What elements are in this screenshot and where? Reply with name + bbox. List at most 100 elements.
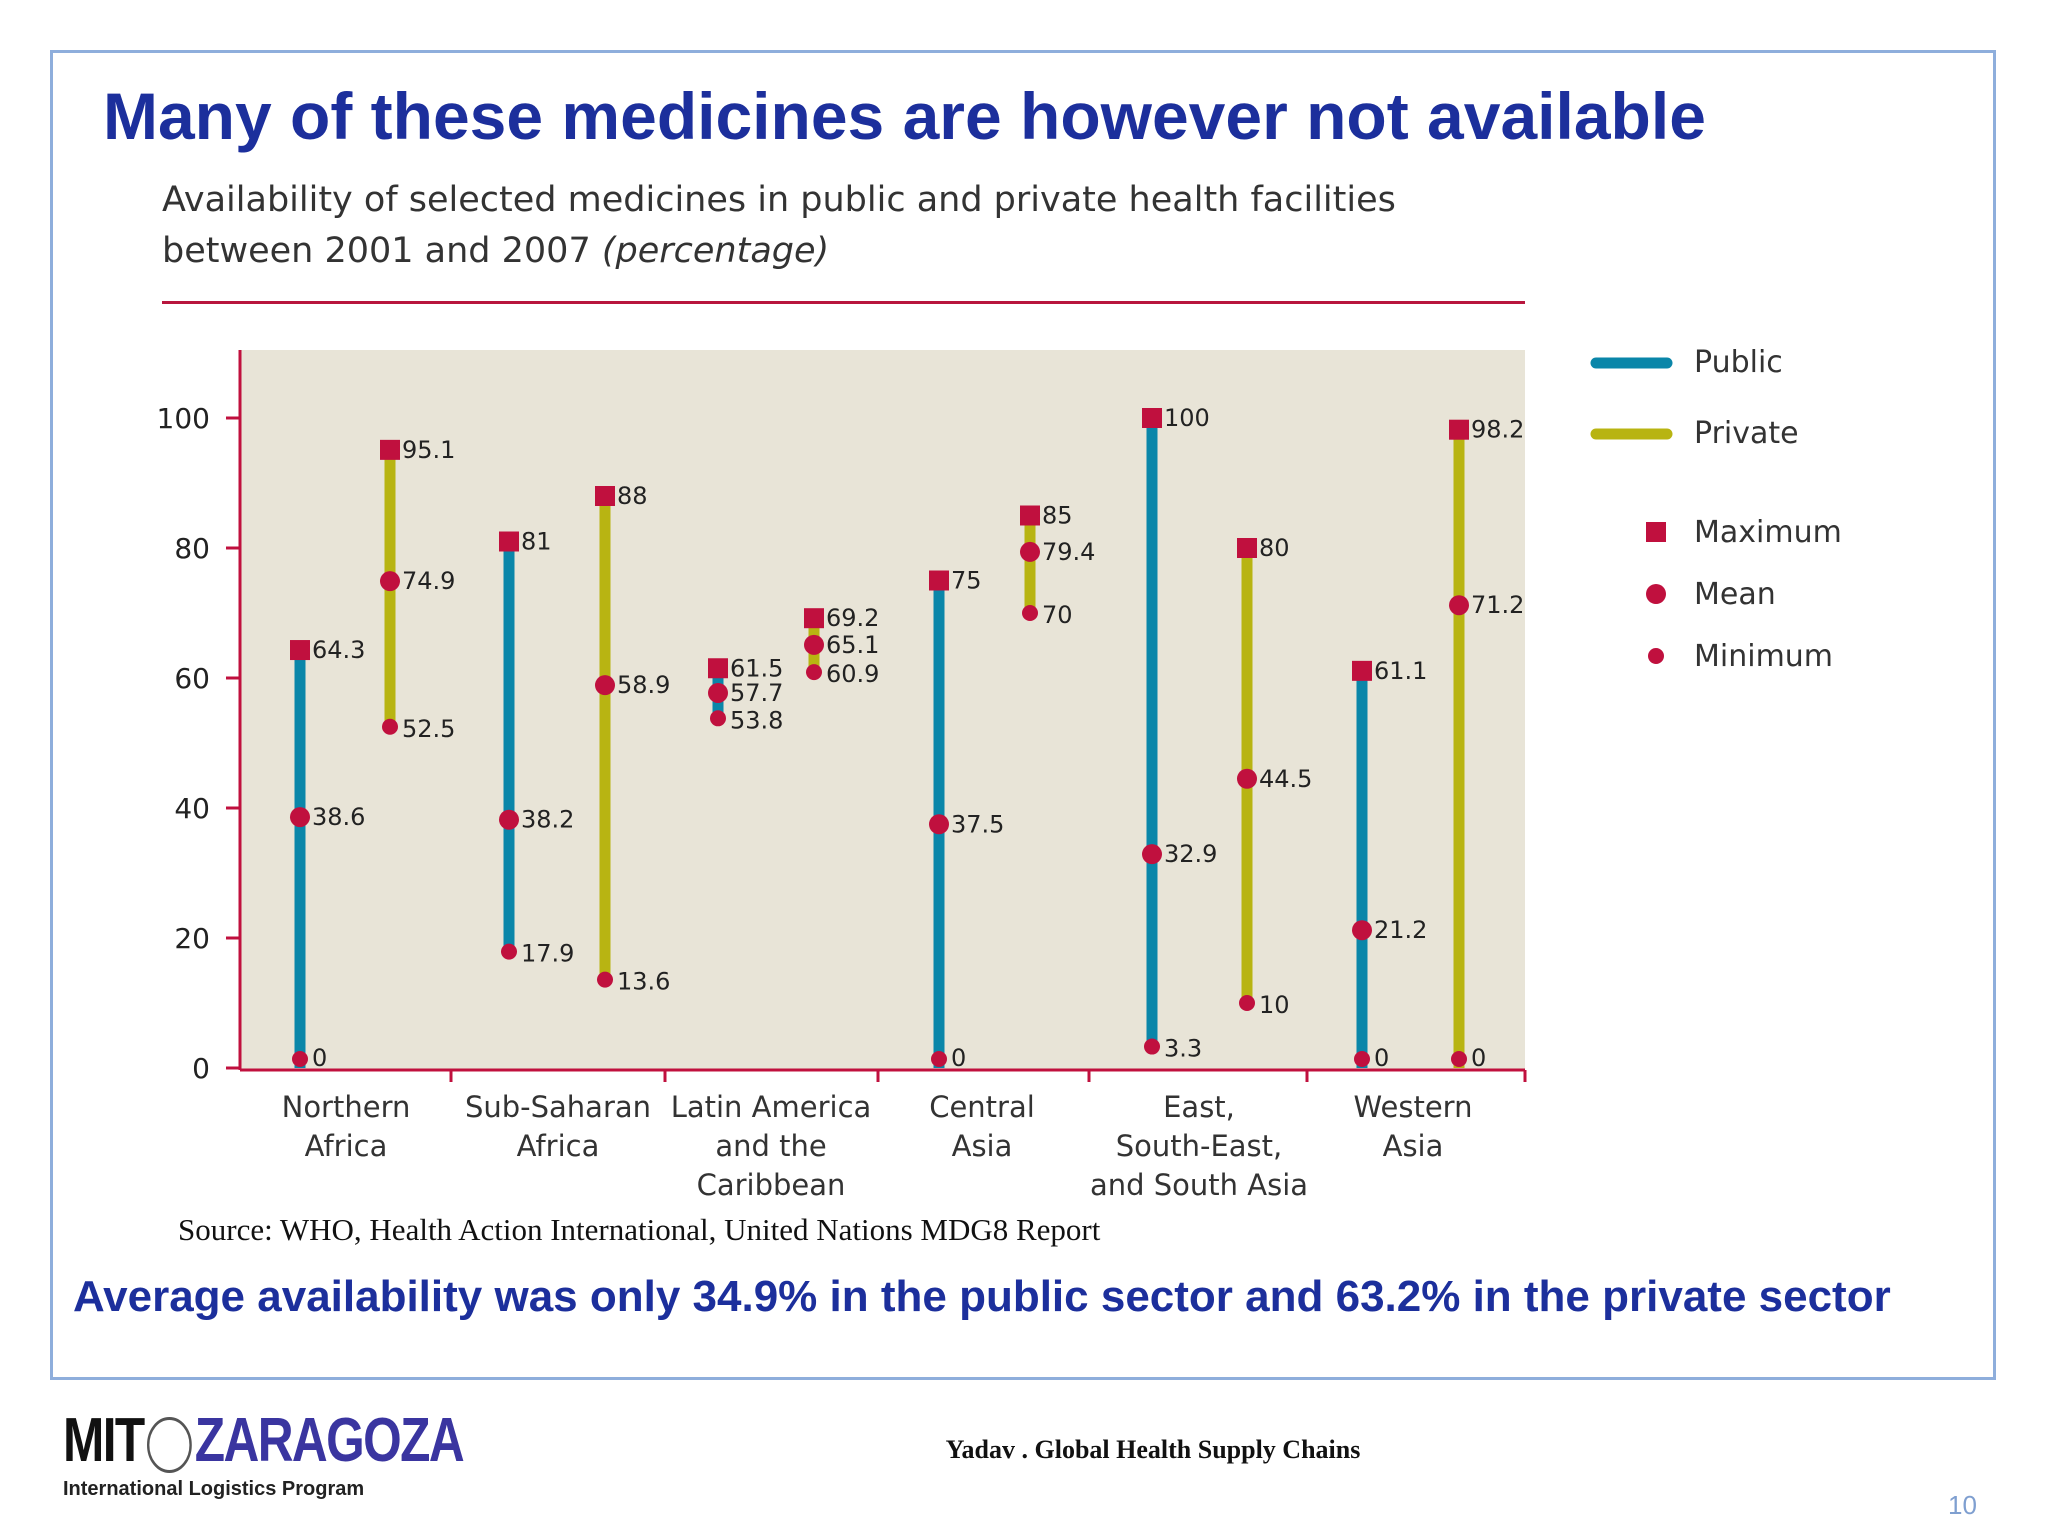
- data-label: 0: [951, 1044, 966, 1072]
- legend-public-label: Public: [1694, 345, 1783, 380]
- y-tick-label: 0: [192, 1052, 210, 1085]
- data-label: 17.9: [521, 940, 574, 968]
- maximum-marker: [1352, 660, 1372, 681]
- x-category-label: East,: [1163, 1090, 1235, 1124]
- minimum-marker: [710, 710, 726, 727]
- logo-subtitle: International Logistics Program: [63, 1478, 365, 1500]
- maximum-marker: [929, 570, 949, 591]
- mean-marker: [380, 571, 400, 592]
- mean-marker: [290, 807, 310, 828]
- legend-mean-label: Mean: [1694, 577, 1776, 612]
- legend-minimum-label: Minimum: [1694, 639, 1833, 674]
- data-label: 98.2: [1471, 416, 1524, 444]
- legend-maximum-marker: [1646, 522, 1666, 542]
- x-category-label: and South Asia: [1090, 1168, 1308, 1202]
- data-label: 80: [1259, 534, 1290, 562]
- summary-text: Average availability was only 34.9% in t…: [73, 1272, 1891, 1321]
- data-label: 3.3: [1164, 1035, 1202, 1063]
- data-label: 52.5: [402, 715, 455, 743]
- mean-marker: [1237, 768, 1257, 789]
- data-label: 64.3: [312, 636, 365, 664]
- slide-title: Many of these medicines are however not …: [103, 79, 1706, 153]
- minimum-marker: [1354, 1051, 1370, 1067]
- plot-area: [240, 350, 1525, 1070]
- data-label: 38.6: [312, 803, 365, 831]
- slide-frame: [50, 50, 1996, 1380]
- mean-marker: [499, 809, 519, 830]
- minimum-marker: [1022, 605, 1038, 621]
- maximum-marker: [595, 486, 615, 506]
- mean-marker: [1449, 595, 1469, 616]
- data-label: 60.9: [826, 660, 879, 688]
- x-category-label: and the: [715, 1129, 826, 1163]
- minimum-marker: [292, 1051, 308, 1067]
- legend-mean-marker: [1646, 584, 1666, 604]
- y-tick-label: 80: [174, 532, 210, 565]
- y-tick-label: 100: [157, 402, 210, 435]
- data-label: 85: [1042, 502, 1073, 530]
- x-category-label: Asia: [952, 1129, 1013, 1163]
- data-label: 95.1: [402, 436, 455, 464]
- mean-marker: [708, 682, 728, 703]
- data-label: 32.9: [1164, 840, 1217, 868]
- source-note: Source: WHO, Health Action International…: [178, 1212, 1101, 1247]
- mean-marker: [1020, 541, 1040, 562]
- y-tick-label: 60: [174, 662, 210, 695]
- maximum-marker: [1237, 538, 1257, 558]
- logo-mit: MIT: [63, 1406, 145, 1475]
- data-label: 65.1: [826, 631, 879, 659]
- data-label: 10: [1259, 991, 1290, 1019]
- minimum-marker: [1144, 1038, 1160, 1055]
- data-label: 0: [1374, 1044, 1389, 1072]
- data-label: 71.2: [1471, 591, 1524, 619]
- data-label: 81: [521, 528, 552, 556]
- data-label: 100: [1164, 404, 1210, 432]
- chart-title-unit: (percentage): [601, 231, 830, 271]
- data-label: 0: [1471, 1044, 1486, 1072]
- data-label: 79.4: [1042, 538, 1095, 566]
- y-tick-label: 40: [174, 792, 210, 825]
- x-category-label: Africa: [305, 1129, 388, 1163]
- data-label: 61.1: [1374, 657, 1427, 685]
- legend-maximum-label: Maximum: [1694, 515, 1842, 550]
- x-category-label: Western: [1354, 1090, 1473, 1124]
- x-category-label: Asia: [1383, 1129, 1444, 1163]
- data-label: 13.6: [617, 968, 670, 996]
- x-category-label: Central: [929, 1090, 1035, 1124]
- data-label: 69.2: [826, 604, 879, 632]
- data-label: 61.5: [730, 654, 783, 682]
- footer-text: Yadav . Global Health Supply Chains: [945, 1435, 1361, 1464]
- mean-marker: [1352, 920, 1372, 941]
- data-label: 0: [312, 1044, 327, 1072]
- data-label: 53.8: [730, 706, 783, 734]
- x-category-label: Sub-Saharan: [465, 1090, 651, 1124]
- maximum-marker: [290, 640, 310, 661]
- mean-marker: [804, 634, 824, 655]
- data-label: 70: [1042, 601, 1073, 629]
- legend-private-label: Private: [1694, 416, 1799, 451]
- data-label: 38.2: [521, 806, 574, 834]
- chart-title-period: between 2001 and 2007: [162, 231, 591, 271]
- logo-zaragoza: ZARAGOZA: [194, 1406, 465, 1475]
- minimum-marker: [806, 664, 822, 681]
- page-number: 10: [1948, 1490, 1977, 1520]
- x-category-label: Latin America: [671, 1090, 872, 1124]
- data-label: 58.9: [617, 671, 670, 699]
- chart-title-line2: between 2001 and 2007 (percentage): [162, 231, 829, 271]
- minimum-marker: [382, 718, 398, 735]
- chart-title-line1: Availability of selected medicines in pu…: [162, 180, 1396, 220]
- maximum-marker: [1449, 419, 1469, 440]
- mean-marker: [929, 814, 949, 835]
- maximum-marker: [1142, 408, 1162, 428]
- maximum-marker: [804, 608, 824, 629]
- maximum-marker: [1020, 505, 1040, 526]
- x-category-label: Africa: [517, 1129, 600, 1163]
- minimum-marker: [931, 1051, 947, 1067]
- minimum-marker: [1239, 995, 1255, 1011]
- data-label: 74.9: [402, 567, 455, 595]
- maximum-marker: [708, 658, 728, 679]
- legend-minimum-marker: [1648, 648, 1664, 664]
- minimum-marker: [501, 943, 517, 960]
- data-label: 88: [617, 482, 648, 510]
